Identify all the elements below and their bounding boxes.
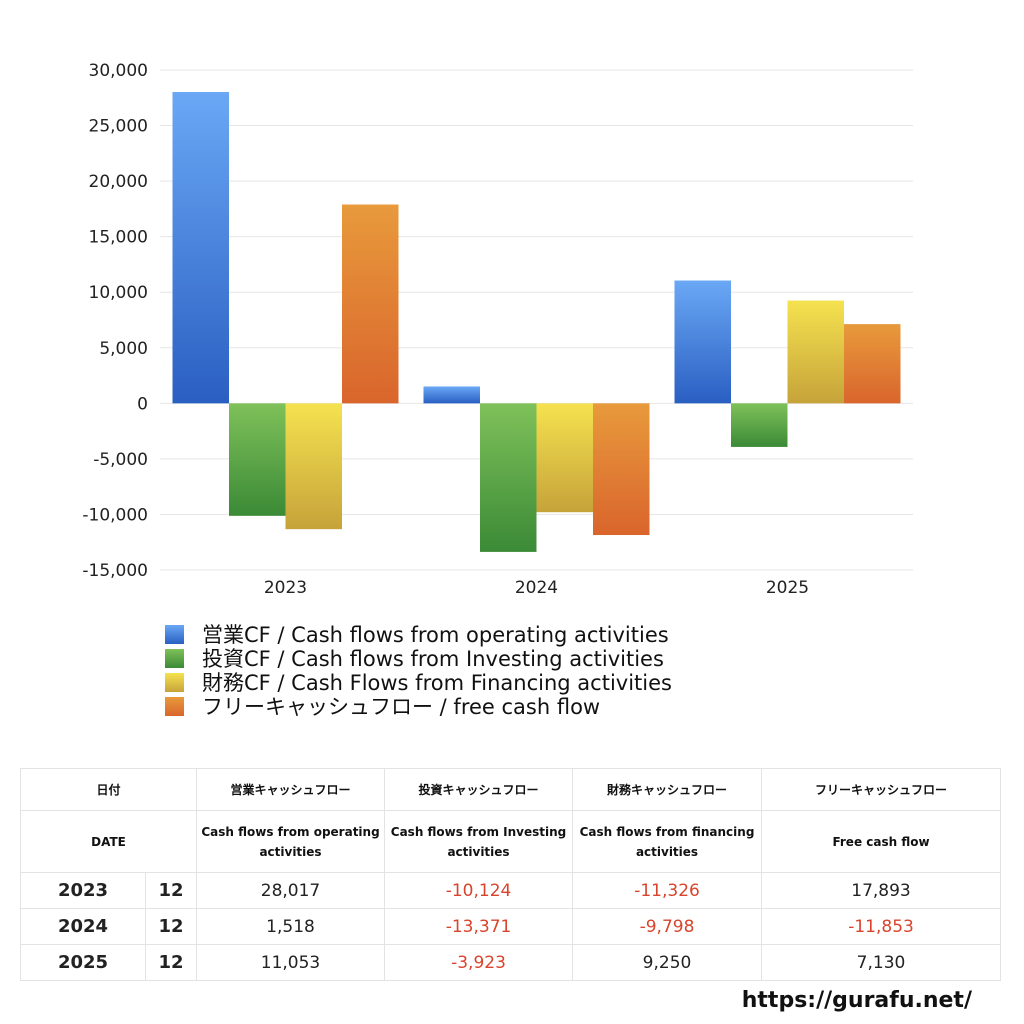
legend-label-operating: 営業CF / Cash flows from operating activit… xyxy=(202,623,669,647)
bar-investing-2023 xyxy=(229,403,286,516)
cash-flow-table: 日付 営業キャッシュフロー 投資キャッシュフロー 財務キャッシュフロー フリーキ… xyxy=(19,768,1002,981)
y-tick-label: -15,000 xyxy=(82,561,148,581)
row-investing: -13,371 xyxy=(384,908,574,945)
header-financing-en: Cash flows from financing activities xyxy=(572,810,763,873)
legend-label-investing: 投資CF / Cash flows from Investing activit… xyxy=(202,647,664,671)
row-free: -11,853 xyxy=(761,908,1002,945)
row-month: 12 xyxy=(144,944,198,981)
y-tick-label: 10,000 xyxy=(89,283,148,303)
table-header-en: DATE Cash flows from operating activitie… xyxy=(19,810,1002,873)
y-tick-label: 30,000 xyxy=(89,61,148,81)
legend-swatch-investing xyxy=(165,648,184,668)
legend-item-financing: 財務CF / Cash Flows from Financing activit… xyxy=(165,670,672,695)
bars xyxy=(172,92,901,552)
row-financing: -9,798 xyxy=(572,908,763,945)
bar-operating-2024 xyxy=(423,386,480,404)
row-operating: 28,017 xyxy=(196,872,386,909)
legend-item-investing: 投資CF / Cash flows from Investing activit… xyxy=(165,646,672,671)
row-financing: -11,326 xyxy=(572,872,763,909)
bar-financing-2025 xyxy=(787,300,844,404)
x-tick-label: 2023 xyxy=(264,578,307,598)
bar-free-2025 xyxy=(844,324,901,404)
row-year: 2024 xyxy=(20,908,146,945)
site-url: https://gurafu.net/ xyxy=(741,988,972,1013)
bar-free-2023 xyxy=(342,204,399,404)
y-tick-label: 20,000 xyxy=(89,172,148,192)
legend-swatch-operating xyxy=(165,624,184,644)
x-axis-ticks: 2023 2024 2025 xyxy=(264,578,809,598)
x-tick-label: 2024 xyxy=(515,578,558,598)
y-tick-label: 25,000 xyxy=(89,117,148,137)
legend-swatch-free xyxy=(165,696,184,716)
row-year: 2025 xyxy=(20,944,146,981)
header-operating-en: Cash flows from operating activities xyxy=(196,810,386,873)
legend-item-free: フリーキャッシュフロー / free cash flow xyxy=(165,694,672,719)
bar-operating-2025 xyxy=(674,280,731,404)
row-month: 12 xyxy=(144,872,198,909)
legend-swatch-financing xyxy=(165,672,184,692)
row-operating: 1,518 xyxy=(196,908,386,945)
y-tick-label: -10,000 xyxy=(82,505,148,525)
legend-label-free: フリーキャッシュフロー / free cash flow xyxy=(202,695,601,719)
header-date-en: DATE xyxy=(19,810,198,873)
table-header-ja: 日付 営業キャッシュフロー 投資キャッシュフロー 財務キャッシュフロー フリーキ… xyxy=(19,768,1002,811)
table-row: 2025 12 11,053 -3,923 9,250 7,130 xyxy=(20,944,1002,981)
bar-financing-2023 xyxy=(285,403,342,530)
bar-operating-2023 xyxy=(172,92,229,404)
table-row: 2024 12 1,518 -13,371 -9,798 -11,853 xyxy=(20,908,1002,945)
bar-investing-2024 xyxy=(480,403,537,552)
row-operating: 11,053 xyxy=(196,944,386,981)
legend-label-financing: 財務CF / Cash Flows from Financing activit… xyxy=(202,671,672,695)
row-financing: 9,250 xyxy=(572,944,763,981)
bar-investing-2025 xyxy=(731,403,788,447)
y-tick-label: -5,000 xyxy=(93,450,148,470)
x-tick-label: 2025 xyxy=(766,578,809,598)
cash-flow-bar-chart: 30,000 25,000 20,000 15,000 10,000 5,000 0 -5,0… xyxy=(82,61,913,598)
y-tick-label: 15,000 xyxy=(89,228,148,248)
chart-legend: 営業CF / Cash flows from operating activit… xyxy=(165,622,672,719)
header-investing-ja: 投資キャッシュフロー xyxy=(384,768,574,811)
header-date-ja: 日付 xyxy=(19,768,198,811)
header-operating-ja: 営業キャッシュフロー xyxy=(196,768,386,811)
row-investing: -10,124 xyxy=(384,872,574,909)
bar-free-2024 xyxy=(593,403,650,536)
table-row: 2023 12 28,017 -10,124 -11,326 17,893 xyxy=(20,872,1002,909)
header-investing-en: Cash flows from Investing activities xyxy=(384,810,574,873)
row-free: 7,130 xyxy=(761,944,1002,981)
header-free-ja: フリーキャッシュフロー xyxy=(761,768,1002,811)
y-tick-label: 5,000 xyxy=(99,339,148,359)
y-tick-label: 0 xyxy=(137,394,148,414)
legend-item-operating: 営業CF / Cash flows from operating activit… xyxy=(165,622,672,647)
row-month: 12 xyxy=(144,908,198,945)
header-financing-ja: 財務キャッシュフロー xyxy=(572,768,763,811)
bar-financing-2024 xyxy=(536,403,593,513)
header-free-en: Free cash flow xyxy=(761,810,1002,873)
row-free: 17,893 xyxy=(761,872,1002,909)
row-investing: -3,923 xyxy=(384,944,574,981)
y-axis-ticks: 30,000 25,000 20,000 15,000 10,000 5,000 0 -5,0… xyxy=(82,61,148,581)
row-year: 2023 xyxy=(20,872,146,909)
